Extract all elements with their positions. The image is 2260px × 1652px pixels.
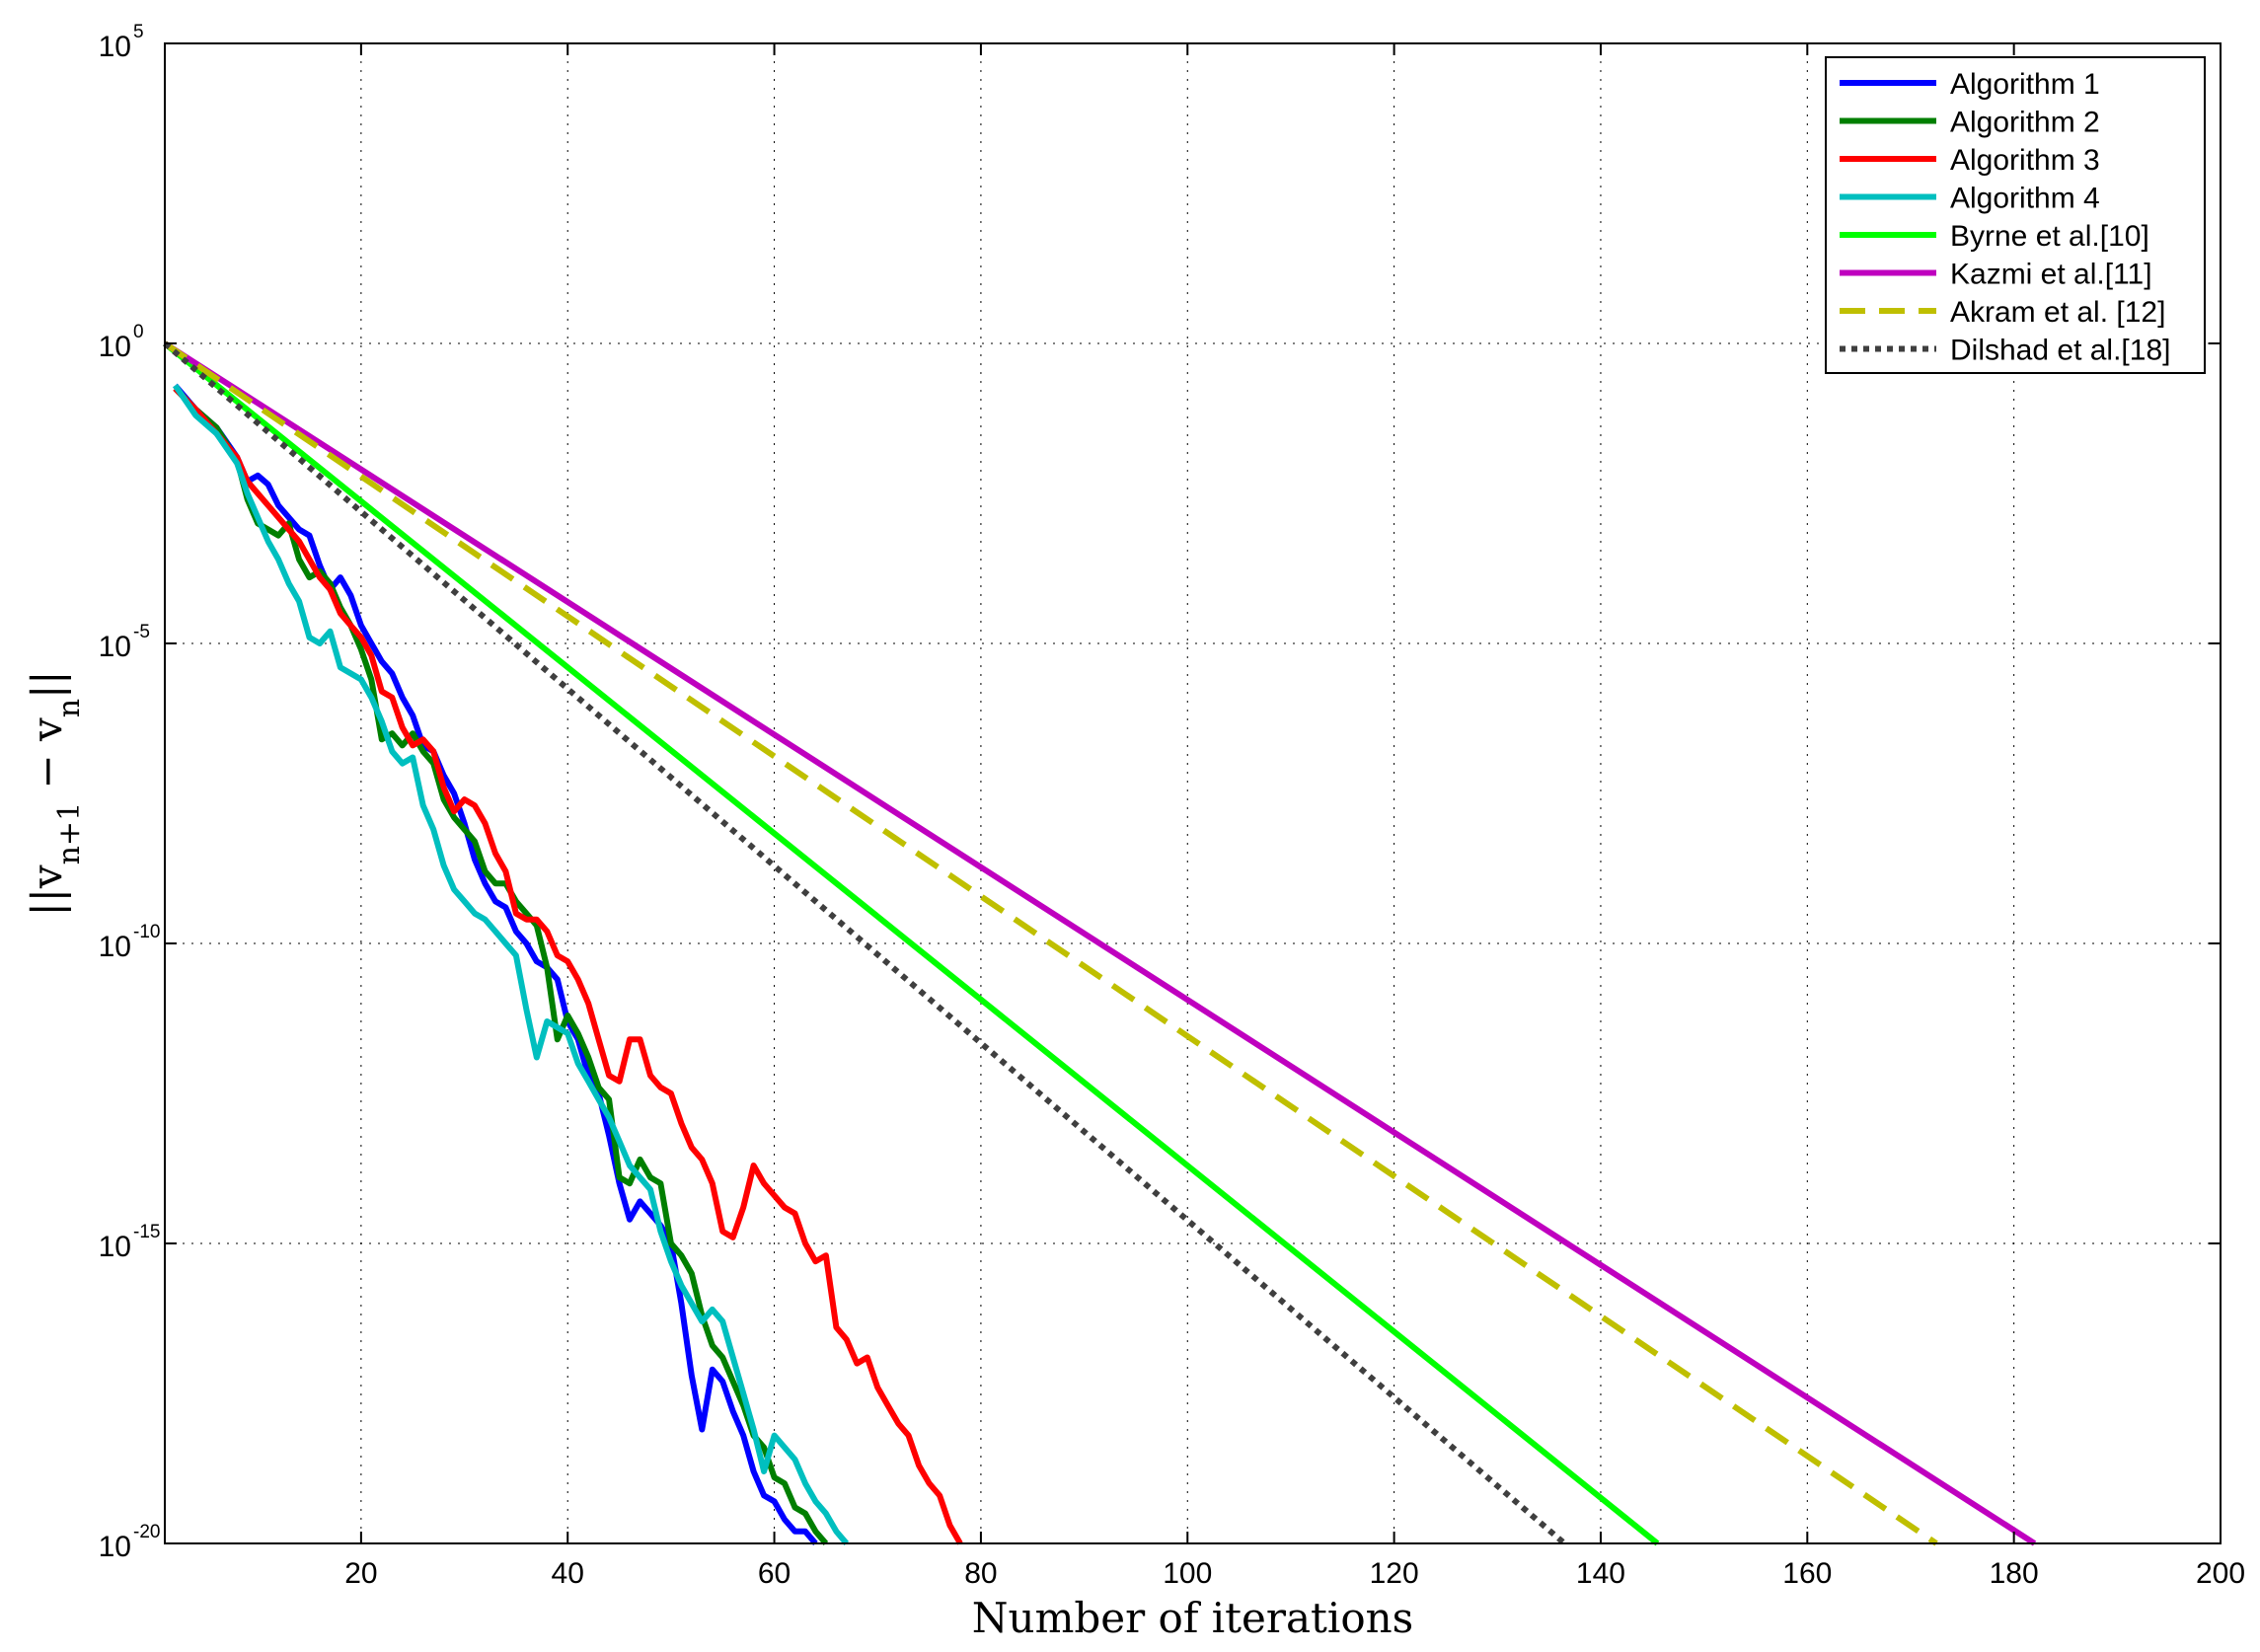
x-tick-label: 60 [758, 1557, 791, 1590]
series-line-1 [173, 383, 818, 1545]
legend-label: Akram et al. [12] [1950, 296, 2165, 329]
y-tick-exponent: -15 [133, 1222, 160, 1242]
legend-label: Algorithm 2 [1950, 107, 2100, 139]
legend-label: Byrne et al.[10] [1950, 220, 2149, 253]
x-tick-label: 160 [1782, 1557, 1832, 1590]
y-axis-title-part: − v [23, 717, 71, 802]
legend-label: Algorithm 3 [1950, 144, 2100, 177]
legend-label: Algorithm 1 [1950, 68, 2100, 101]
y-axis-title-part: || [23, 671, 71, 699]
x-axis-title: Number of iterations [972, 1594, 1413, 1642]
y-axis-title-part: ||v [23, 864, 71, 916]
y-tick-exponent: 5 [133, 22, 144, 42]
series-line-3 [173, 386, 963, 1545]
series-line-6 [163, 340, 2037, 1546]
y-tick-label: 10 [99, 31, 131, 63]
x-tick-label: 180 [1990, 1557, 2039, 1590]
legend-label: Algorithm 4 [1950, 183, 2100, 215]
series-layer [163, 340, 2037, 1546]
y-tick-label: 10 [99, 1531, 131, 1563]
x-tick-label: 200 [2196, 1557, 2245, 1590]
y-axis-title-sub: n+1 [52, 802, 87, 865]
y-tick-exponent: -5 [133, 622, 150, 642]
y-tick-exponent: -20 [133, 1522, 160, 1542]
series-line-5 [163, 340, 1660, 1546]
x-tick-label: 40 [552, 1557, 584, 1590]
x-tick-label: 120 [1370, 1557, 1419, 1590]
plot-frame [164, 42, 2222, 1544]
y-tick-exponent: -10 [133, 922, 160, 942]
y-tick-exponent: 0 [133, 322, 144, 342]
y-axis-title: ||vn+1 − vn|| [23, 671, 87, 917]
y-tick-label: 10 [99, 631, 131, 663]
x-tick-label: 20 [344, 1557, 377, 1590]
legend: Algorithm 1 Algorithm 2 Algorithm 3 Algorit… [1825, 56, 2206, 374]
series-line-4 [173, 383, 850, 1545]
series-line-8 [163, 340, 1567, 1546]
y-tick-label: 10 [99, 931, 131, 963]
legend-label: Kazmi et al.[11] [1950, 259, 2152, 291]
series-line-7 [163, 340, 1938, 1546]
legend-box [1825, 56, 2206, 374]
x-tick-label: 140 [1576, 1557, 1625, 1590]
y-tick-label: 10 [99, 1231, 131, 1263]
x-tick-label: 80 [964, 1557, 997, 1590]
y-tick-label: 10 [99, 331, 131, 363]
legend-label: Dilshad et al.[18] [1950, 335, 2170, 367]
y-axis-title-sub: n [52, 699, 87, 717]
x-tick-label: 100 [1163, 1557, 1212, 1590]
